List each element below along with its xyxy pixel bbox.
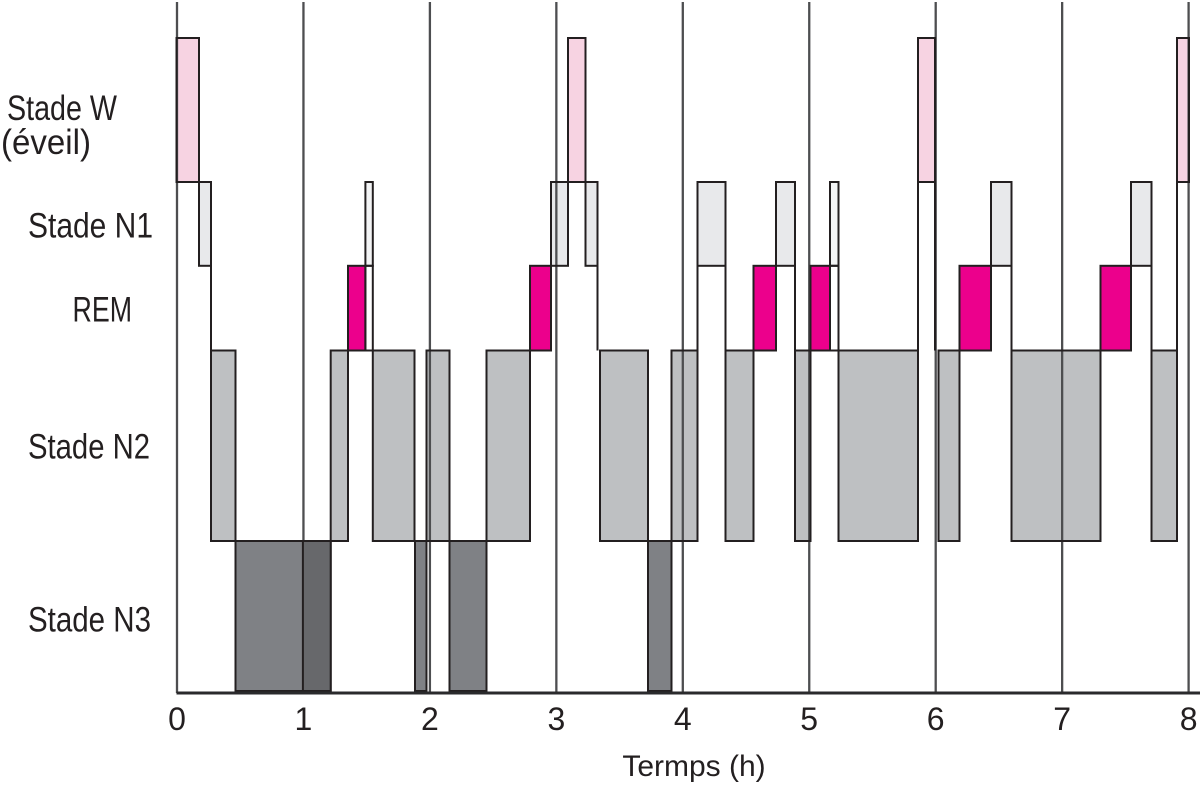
svg-text:2: 2 [421, 701, 439, 737]
svg-text:3: 3 [548, 701, 566, 737]
svg-text:Stade N3: Stade N3 [28, 601, 151, 640]
svg-text:0: 0 [168, 701, 186, 737]
svg-text:4: 4 [674, 701, 692, 737]
svg-text:REM: REM [73, 291, 133, 330]
svg-text:Stade N1: Stade N1 [28, 207, 153, 246]
svg-text:Termps (h): Termps (h) [622, 750, 765, 783]
svg-text:Stade W: Stade W [7, 89, 117, 128]
svg-text:5: 5 [800, 701, 818, 737]
svg-text:Stade N2: Stade N2 [28, 428, 150, 467]
svg-text:1: 1 [295, 701, 313, 737]
svg-text:7: 7 [1053, 701, 1071, 737]
svg-text:6: 6 [927, 701, 945, 737]
svg-text:(éveil): (éveil) [1, 123, 91, 162]
svg-text:8: 8 [1180, 701, 1198, 737]
